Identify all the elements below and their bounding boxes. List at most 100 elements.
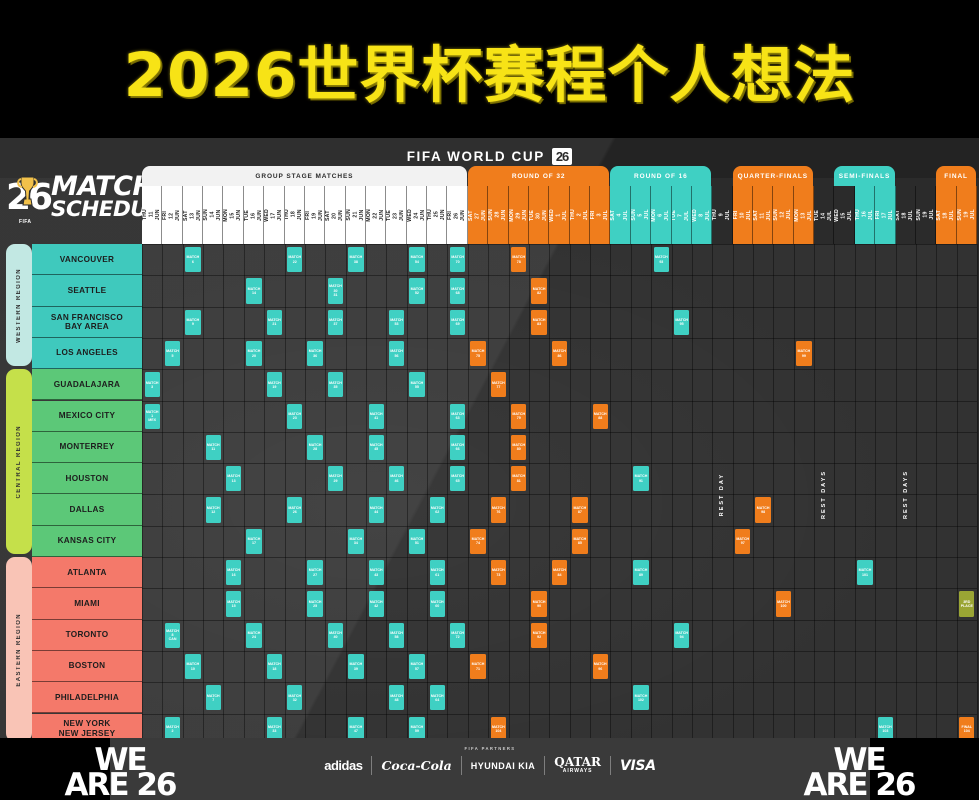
match-cell[interactable]: MATCH 76 xyxy=(490,497,507,523)
match-cell[interactable]: MATCH 65 xyxy=(449,466,466,492)
match-cell[interactable]: MATCH 77 xyxy=(490,372,507,398)
city-row-label[interactable]: VANCOUVER xyxy=(32,244,142,276)
match-cell[interactable]: MATCH 60 xyxy=(429,591,445,617)
match-cell[interactable]: MATCH 38 xyxy=(348,247,364,273)
date-column-header-15[interactable]: FRI 26 JUN xyxy=(447,186,468,244)
match-cell[interactable]: MATCH 14 xyxy=(246,278,262,304)
date-column-header-29[interactable]: FRI 10 JUL xyxy=(732,186,753,244)
match-cell[interactable]: MATCH 89 xyxy=(633,560,649,586)
match-cell[interactable]: MATCH 104 xyxy=(490,716,507,742)
date-column-header-38[interactable]: SUN 19 JUL xyxy=(916,186,937,244)
date-column-header-7[interactable]: THU 18 JUN xyxy=(284,186,305,244)
match-cell[interactable]: 3RD PLACE xyxy=(959,591,975,617)
match-cell[interactable]: MATCH 95 xyxy=(674,309,690,335)
date-column-header-2[interactable]: SAT 13 JUN xyxy=(182,186,204,244)
date-column-header-40[interactable]: SUN 19 JUL xyxy=(956,186,977,244)
date-column-header-19[interactable]: TUE 30 JUN xyxy=(528,186,550,244)
match-cell[interactable]: MATCH 78 xyxy=(511,247,527,273)
date-column-header-32[interactable]: MON 13 JUL xyxy=(793,186,815,244)
match-cell[interactable]: MATCH 98 xyxy=(755,497,771,523)
match-cell[interactable]: MATCH 74 xyxy=(470,528,486,554)
match-cell[interactable]: MATCH 10 xyxy=(185,653,201,680)
date-column-header-18[interactable]: MON 29 JUN xyxy=(508,186,529,244)
date-column-header-21[interactable]: THU 2 JUL xyxy=(569,186,591,244)
match-cell[interactable]: MATCH 45 xyxy=(368,434,384,461)
date-column-header-14[interactable]: THU 25 JUN xyxy=(427,186,448,244)
match-cell[interactable]: MATCH 42 xyxy=(368,591,384,617)
match-cell[interactable]: MATCH 91 xyxy=(633,466,649,492)
match-cell[interactable]: MATCH 24 xyxy=(246,622,262,648)
match-cell[interactable]: MATCH 21 xyxy=(266,309,283,335)
match-cell[interactable]: MATCH 97 xyxy=(735,528,751,554)
match-cell[interactable]: MATCH 59 xyxy=(409,716,425,742)
match-cell[interactable]: MATCH 22 xyxy=(287,247,303,273)
match-cell[interactable]: MATCH 43 xyxy=(368,560,384,586)
date-column-header-10[interactable]: SUN 21 JUN xyxy=(345,186,367,244)
match-cell[interactable]: MATCH 53 xyxy=(388,309,405,335)
match-cell[interactable]: MATCH 18 xyxy=(266,653,283,680)
match-cell[interactable]: MATCH 27 xyxy=(307,560,323,586)
match-cell[interactable]: MATCH 82 xyxy=(531,278,547,304)
match-cell[interactable]: MATCH 61 xyxy=(429,560,445,586)
date-column-header-1[interactable]: FRI 12 JUN xyxy=(162,186,183,244)
match-cell[interactable]: MATCH 20 xyxy=(246,340,262,367)
match-cell[interactable]: MATCH 3 xyxy=(144,372,160,398)
match-cell[interactable]: MATCH 46 xyxy=(388,466,405,492)
date-column-header-27[interactable]: WED 8 JUL xyxy=(691,186,713,244)
match-cell[interactable]: MATCH 99 xyxy=(796,340,812,367)
match-cell[interactable]: MATCH 75 xyxy=(470,340,486,367)
date-column-header-6[interactable]: WED 17 JUN xyxy=(264,186,285,244)
match-cell[interactable]: MATCH 87 xyxy=(572,497,588,523)
match-cell[interactable]: MATCH 90 xyxy=(531,591,547,617)
match-cell[interactable]: MATCH 37 xyxy=(327,309,344,335)
city-row-label[interactable]: GUADALAJARA xyxy=(32,369,142,401)
match-cell[interactable]: MATCH 25 xyxy=(307,591,323,617)
match-cell[interactable]: MATCH 83 xyxy=(531,309,547,335)
match-cell[interactable]: MATCH 6 xyxy=(185,247,201,273)
match-cell[interactable]: MATCH 16 xyxy=(225,560,242,586)
city-row-label[interactable]: SAN FRANCISCO BAY AREA xyxy=(32,306,142,338)
match-cell[interactable]: MATCH 7 xyxy=(205,685,221,711)
city-row-label[interactable]: TORONTO xyxy=(32,619,142,651)
match-cell[interactable]: MATCH 96 xyxy=(592,653,608,680)
match-cell[interactable]: MATCH 48 xyxy=(388,685,405,711)
match-cell[interactable]: MATCH 70 xyxy=(449,247,466,273)
match-cell[interactable]: MATCH 51 xyxy=(409,528,425,554)
date-column-header-16[interactable]: SAT 27 JUN xyxy=(467,186,489,244)
match-cell[interactable]: MATCH 15 xyxy=(225,591,242,617)
match-cell[interactable]: MATCH 81 xyxy=(511,466,527,492)
city-row-label[interactable]: BOSTON xyxy=(32,650,142,683)
match-cell[interactable]: MATCH 72 xyxy=(449,622,466,648)
date-column-header-25[interactable]: MON 6 JUL xyxy=(651,186,672,244)
match-cell[interactable]: MATCH 86 xyxy=(551,340,568,367)
match-cell[interactable]: MATCH 73 xyxy=(490,560,507,586)
match-cell[interactable]: MATCH 58 xyxy=(388,622,405,648)
date-column-header-4[interactable]: MON 15 JUN xyxy=(223,186,244,244)
date-column-header-31[interactable]: SUN 12 JUL xyxy=(773,186,794,244)
match-cell[interactable]: MATCH 44 xyxy=(368,497,384,523)
match-cell[interactable]: MATCH 80 xyxy=(511,434,527,461)
match-cell[interactable]: MATCH 64 xyxy=(429,685,445,711)
city-row-label[interactable]: SEATTLE xyxy=(32,275,142,307)
city-row-label[interactable]: HOUSTON xyxy=(32,463,142,495)
date-column-header-0[interactable]: THU 11 JUN xyxy=(142,186,163,244)
match-cell[interactable]: MATCH 1 MEX xyxy=(144,403,160,429)
match-cell[interactable]: MATCH 66 xyxy=(449,434,466,461)
match-cell[interactable]: MATCH 94 xyxy=(674,622,690,648)
match-cell[interactable]: MATCH 56 xyxy=(388,340,405,367)
date-column-header-28[interactable]: THU 9 JUL xyxy=(712,186,733,244)
match-cell[interactable]: MATCH 40 xyxy=(327,622,344,648)
match-cell[interactable]: MATCH 29 xyxy=(327,466,344,492)
city-row-label[interactable]: MONTERREY xyxy=(32,431,142,464)
match-cell[interactable]: MATCH 17 xyxy=(246,528,262,554)
date-column-header-20[interactable]: WED 1 JUL xyxy=(549,186,570,244)
date-column-header-35[interactable]: THU 16 JUL xyxy=(854,186,876,244)
match-cell[interactable]: MATCH 2 xyxy=(164,716,181,742)
match-cell[interactable]: MATCH 41 xyxy=(368,403,384,429)
city-row-label[interactable]: ATLANTA xyxy=(32,557,142,589)
city-row-label[interactable]: MIAMI xyxy=(32,588,142,620)
match-cell[interactable]: MATCH 63 xyxy=(449,403,466,429)
date-column-header-8[interactable]: FRI 19 JUN xyxy=(304,186,326,244)
match-cell[interactable]: MATCH 103 xyxy=(877,716,894,742)
match-cell[interactable]: MATCH 28 xyxy=(307,434,323,461)
